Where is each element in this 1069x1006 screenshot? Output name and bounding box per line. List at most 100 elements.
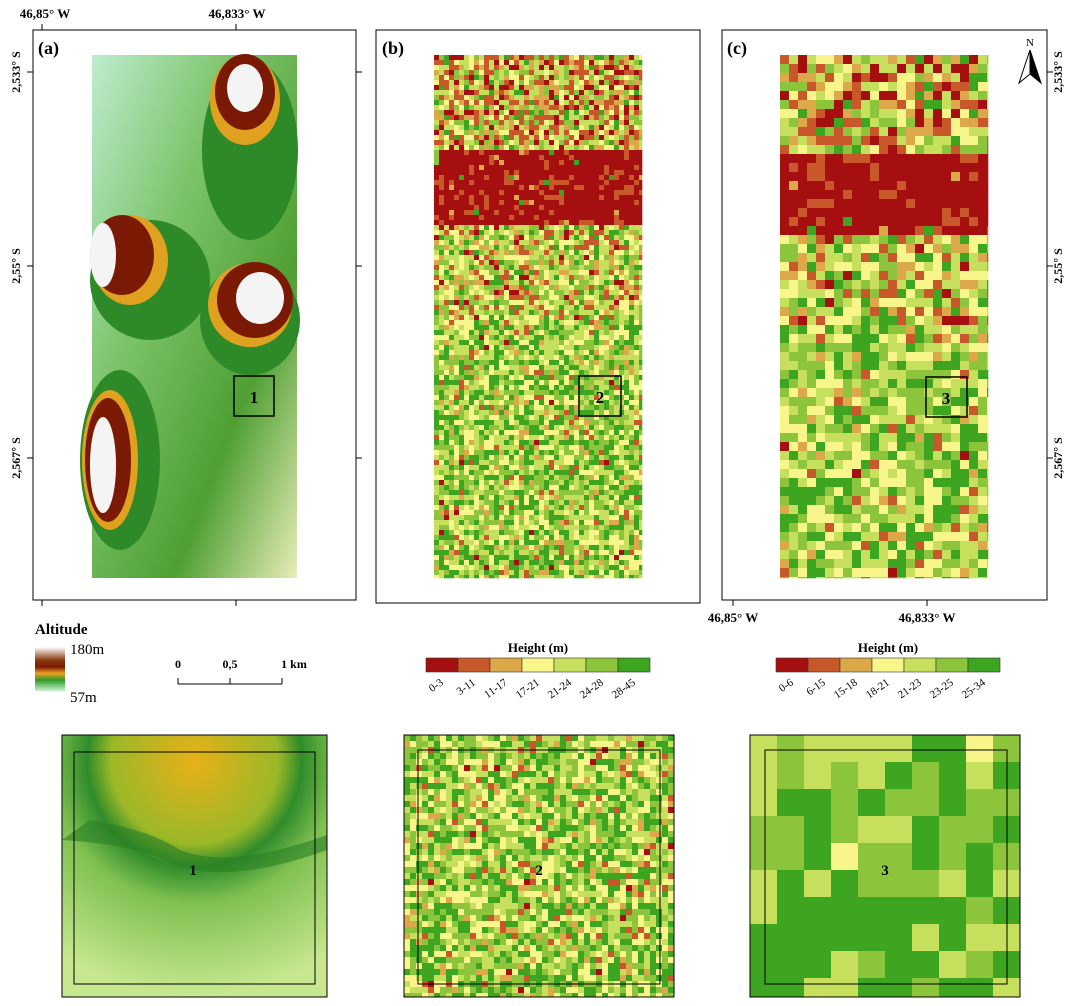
raster-cell [544,75,549,80]
raster-cell [589,390,594,395]
raster-cell [464,480,469,485]
raster-cell [434,305,439,310]
raster-cell [539,60,544,65]
raster-cell [579,380,584,385]
raster-cell [519,230,524,235]
raster-cell [519,490,524,495]
raster-cell [459,195,464,200]
raster-cell [534,80,539,85]
raster-cell [464,75,469,80]
raster-cell [564,185,569,190]
raster-cell [529,220,534,225]
raster-cell [861,262,870,271]
raster-cell [459,465,464,470]
raster-cell [609,140,614,145]
raster-cell [629,135,634,140]
raster-cell [469,180,474,185]
raster-cell [549,400,554,405]
raster-cell [454,495,459,500]
raster-cell [504,170,509,175]
raster-cell [609,135,614,140]
raster-cell [579,100,584,105]
raster-cell [579,355,584,360]
raster-cell [489,340,494,345]
raster-cell [454,285,459,290]
raster-cell [444,460,449,465]
raster-cell [629,505,634,510]
raster-cell [434,465,439,470]
raster-cell [564,555,569,560]
raster-cell [439,355,444,360]
raster-cell [494,185,499,190]
raster-cell [549,100,554,105]
raster-cell [489,475,494,480]
raster-cell [559,285,564,290]
raster-cell [879,208,888,217]
raster-cell [444,125,449,130]
raster-cell [444,295,449,300]
raster-cell [534,210,539,215]
raster-cell [825,190,834,199]
raster-cell [564,305,569,310]
raster-cell [639,565,642,570]
raster-cell [484,55,489,60]
raster-cell [554,170,559,175]
raster-cell [489,80,494,85]
raster-cell [519,125,524,130]
raster-cell [639,500,642,505]
raster-cell [524,115,529,120]
raster-cell [474,150,479,155]
raster-cell [484,210,489,215]
raster-cell [509,100,514,105]
raster-cell [564,160,569,165]
raster-cell [454,500,459,505]
raster-cell [529,125,534,130]
raster-cell [624,105,629,110]
raster-cell [834,145,843,154]
raster-cell [629,340,634,345]
raster-cell [454,170,459,175]
raster-cell [449,250,454,255]
raster-cell [624,255,629,260]
raster-cell [604,160,609,165]
raster-cell [604,250,609,255]
raster-cell [639,485,642,490]
raster-cell [614,275,619,280]
raster-cell [509,435,514,440]
raster-cell [569,135,574,140]
raster-cell [969,208,978,217]
raster-cell [489,540,494,545]
raster-cell [534,120,539,125]
raster-cell [529,130,534,135]
raster-cell [554,380,559,385]
raster-cell [499,435,504,440]
raster-cell [534,460,539,465]
raster-cell [599,525,604,530]
raster-cell [434,75,439,80]
raster-cell [574,220,579,225]
raster-cell [529,155,534,160]
raster-cell [564,240,569,245]
raster-cell [564,330,569,335]
raster-cell [629,410,634,415]
raster-cell [524,415,529,420]
raster-cell [469,270,474,275]
raster-cell [569,60,574,65]
raster-cell [639,105,642,110]
raster-cell [464,210,469,215]
raster-cell [444,575,449,578]
raster-cell [504,525,509,530]
raster-cell [499,160,504,165]
raster-cell [589,105,594,110]
raster-cell [494,540,499,545]
raster-cell [439,75,444,80]
raster-cell [434,355,439,360]
raster-cell [454,115,459,120]
raster-cell [609,395,614,400]
raster-cell [504,60,509,65]
raster-cell [619,160,624,165]
raster-cell [584,570,589,575]
raster-cell [459,165,464,170]
raster-cell [534,530,539,535]
raster-cell [549,295,554,300]
